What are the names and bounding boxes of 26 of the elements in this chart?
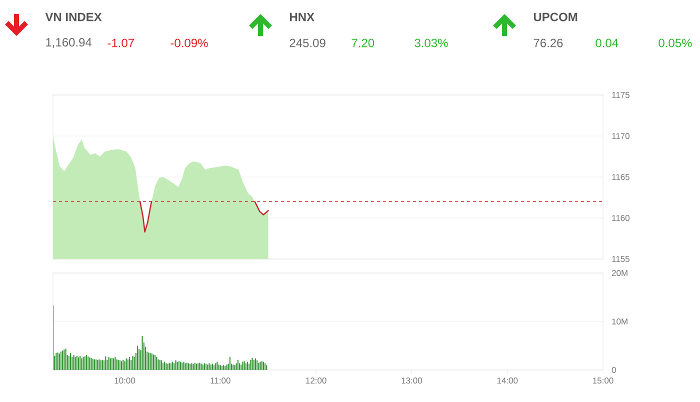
text: 245.09 <box>290 38 326 48</box>
x-tick-label: 10:00 <box>114 378 136 384</box>
category-label: UPCOM <box>534 12 578 22</box>
x-tick-label: 15:00 <box>593 378 614 384</box>
y-tick-label: 1170 <box>612 132 630 140</box>
y-tick-label: 20M <box>612 270 628 276</box>
y-tick-label: 1155 <box>612 256 630 262</box>
data-label: 0.04 <box>596 38 618 48</box>
x-tick-label: 13:00 <box>402 378 422 384</box>
y-tick-label: 1160 <box>612 214 630 222</box>
y-tick-label: 1175 <box>612 92 630 98</box>
y-tick-label: 0 <box>612 366 616 374</box>
x-tick-label: 12:00 <box>306 378 326 384</box>
data-label: -1.07 <box>108 38 134 48</box>
text: 3.03% <box>414 38 448 48</box>
category-label: HNX <box>290 12 314 22</box>
y-tick-label: 10M <box>612 318 628 325</box>
category-label: VN INDEX <box>45 12 102 22</box>
y-tick-label: 1165 <box>612 174 630 180</box>
text: -0.09% <box>170 38 208 48</box>
x-tick-label: 11:00 <box>210 378 230 384</box>
text: 0.05% <box>658 38 692 48</box>
text: 76.26 <box>534 38 563 48</box>
x-tick-label: 14:00 <box>497 378 518 384</box>
text: 1,160.94 <box>46 38 92 48</box>
data-label: 7.20 <box>352 38 374 48</box>
